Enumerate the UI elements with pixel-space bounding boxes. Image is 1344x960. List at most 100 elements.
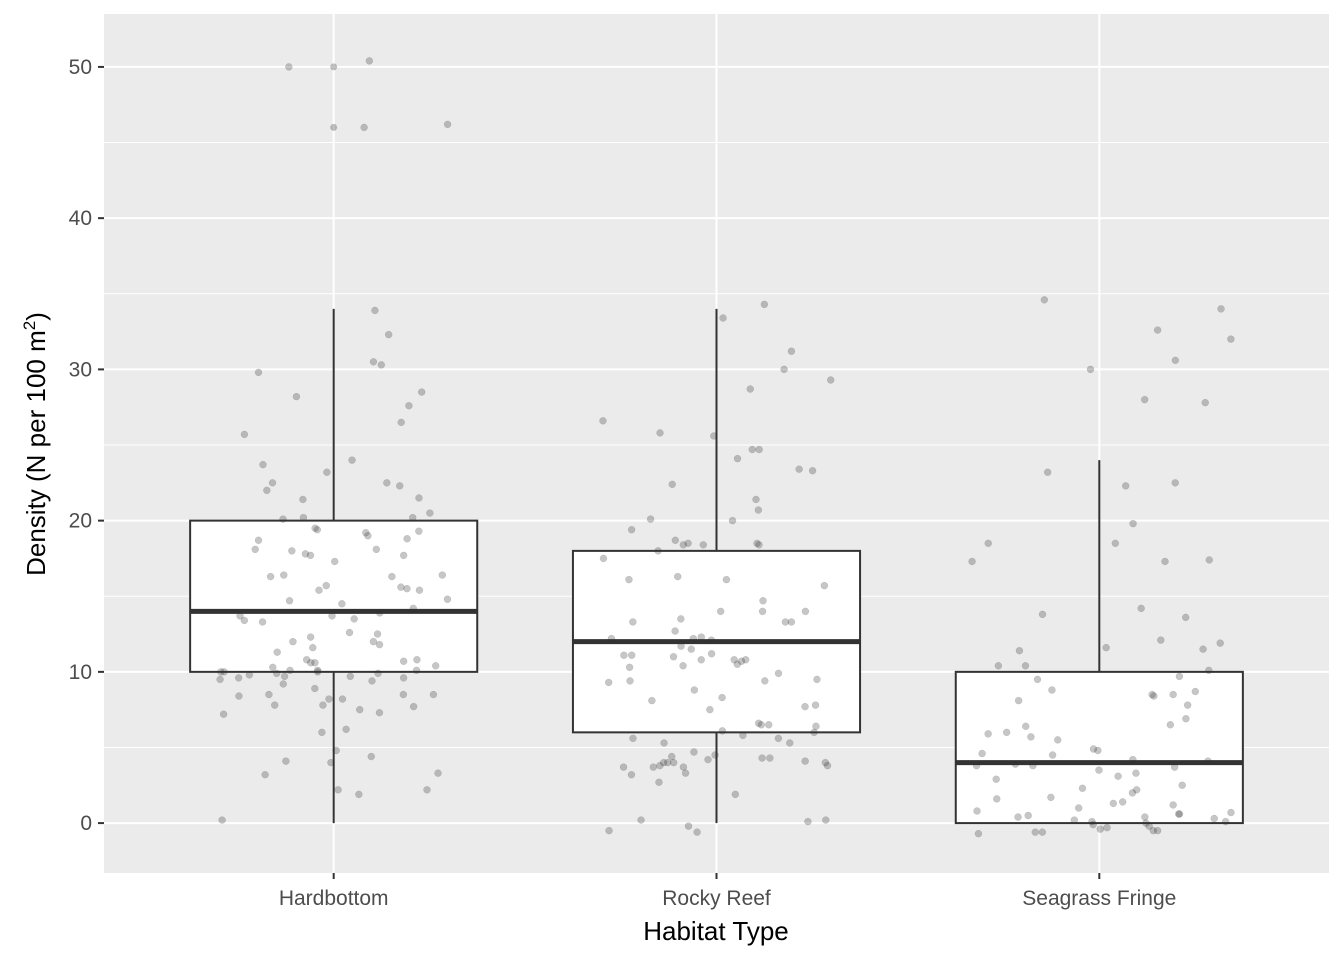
data-point	[808, 466, 817, 475]
data-point	[673, 572, 682, 581]
data-point	[656, 761, 664, 770]
data-point	[1103, 823, 1111, 832]
data-point	[1048, 751, 1057, 759]
data-point	[1178, 781, 1186, 790]
data-point	[365, 57, 374, 65]
data-point	[758, 754, 766, 762]
data-point	[711, 751, 719, 759]
box-hardbottom	[189, 308, 479, 824]
y-tick-label: 10	[69, 661, 92, 684]
data-point	[1096, 825, 1105, 833]
data-point	[716, 607, 725, 616]
data-point	[1153, 326, 1162, 334]
data-point	[258, 618, 267, 626]
data-point	[338, 695, 347, 703]
data-point	[234, 674, 243, 682]
data-point	[268, 479, 277, 487]
data-point	[706, 705, 714, 714]
data-point	[236, 612, 244, 620]
data-point	[1014, 813, 1022, 821]
data-point	[1191, 687, 1200, 696]
y-tick-label: 0	[80, 812, 92, 835]
data-point	[1089, 820, 1097, 829]
data-point	[355, 705, 364, 714]
data-point	[755, 541, 763, 549]
data-point	[681, 769, 690, 777]
x-tick-label: Hardbottom	[279, 887, 389, 910]
data-point	[973, 807, 981, 815]
data-point	[795, 465, 803, 473]
data-point	[375, 640, 384, 649]
data-point	[272, 669, 281, 678]
data-point	[1148, 690, 1156, 699]
data-point	[684, 822, 693, 830]
data-point	[677, 615, 685, 623]
data-point	[405, 401, 413, 410]
data-point	[1166, 721, 1175, 729]
data-point	[787, 618, 796, 626]
data-point	[443, 595, 452, 604]
y-tick-label: 50	[69, 56, 92, 79]
data-point	[375, 708, 384, 717]
data-point	[1038, 610, 1047, 619]
data-point	[217, 668, 225, 676]
data-point	[1175, 672, 1184, 681]
data-point	[625, 575, 633, 584]
data-point	[599, 554, 608, 563]
data-point	[261, 770, 269, 779]
x-axis-title: Habitat Type	[643, 916, 789, 946]
data-point	[350, 615, 358, 623]
data-point	[369, 358, 378, 366]
data-point	[804, 817, 812, 826]
data-point	[266, 572, 275, 581]
data-point	[607, 634, 616, 643]
data-point	[397, 583, 405, 591]
data-point	[1174, 810, 1183, 818]
data-point	[313, 668, 322, 676]
data-point	[342, 725, 350, 734]
data-point	[974, 829, 983, 838]
jittered-points	[216, 57, 1235, 838]
data-point	[739, 731, 747, 740]
data-point	[1074, 804, 1083, 812]
data-point	[679, 763, 688, 771]
data-point	[655, 778, 663, 787]
data-point	[399, 690, 408, 699]
data-point	[280, 672, 289, 681]
data-point	[1169, 801, 1177, 809]
data-point	[364, 532, 372, 540]
data-point	[722, 575, 731, 584]
data-point	[375, 609, 384, 617]
data-point	[733, 660, 742, 669]
data-point	[311, 524, 319, 532]
data-point	[730, 656, 738, 664]
data-point	[774, 669, 783, 678]
data-point	[774, 734, 783, 743]
data-point	[780, 365, 788, 374]
data-point	[629, 618, 637, 626]
data-point	[690, 686, 699, 694]
data-point	[372, 545, 381, 554]
data-point	[235, 692, 243, 700]
data-point	[1204, 757, 1212, 765]
data-point	[1088, 817, 1096, 826]
data-point	[786, 739, 794, 747]
data-point	[669, 652, 678, 661]
data-point	[288, 547, 296, 555]
data-point	[219, 710, 228, 718]
data-point	[1086, 365, 1095, 374]
y-tick-label: 30	[69, 358, 92, 381]
data-point	[325, 695, 333, 703]
data-point	[388, 572, 396, 581]
data-point	[1089, 745, 1098, 753]
data-point	[660, 739, 668, 747]
data-point	[1221, 817, 1230, 826]
outlier-point	[330, 123, 338, 131]
data-point	[286, 666, 294, 675]
data-point	[752, 495, 760, 504]
data-point	[1171, 356, 1180, 365]
data-point	[322, 581, 330, 590]
data-point	[279, 515, 287, 523]
data-point	[663, 758, 672, 767]
